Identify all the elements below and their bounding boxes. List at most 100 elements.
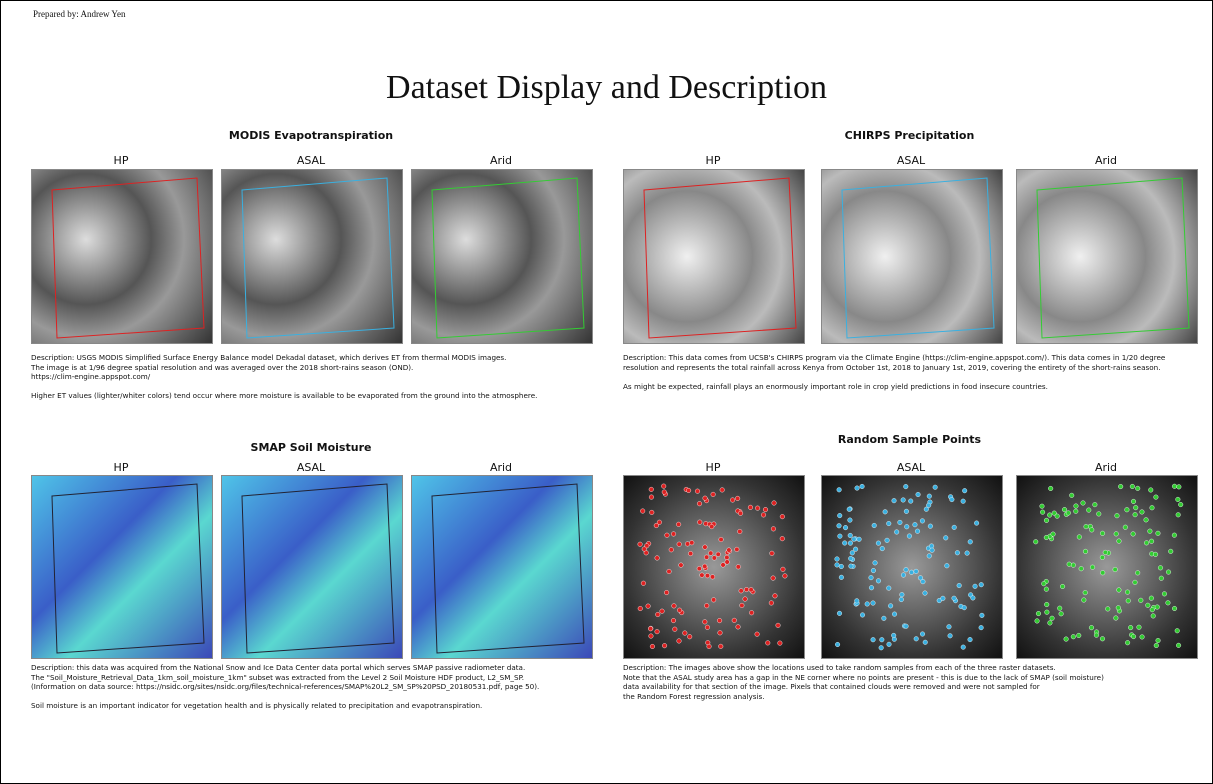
- sample-point: [1086, 508, 1091, 513]
- sample-point: [916, 492, 921, 497]
- sample-point: [1115, 513, 1120, 518]
- map-image: [221, 475, 403, 659]
- sample-point: [853, 547, 858, 552]
- sample-point: [718, 630, 723, 635]
- sample-point: [882, 616, 887, 621]
- sample-point: [709, 524, 714, 529]
- panel-title: SMAP Soil Moisture: [31, 441, 591, 454]
- sample-point: [979, 625, 984, 630]
- sample-point: [880, 637, 885, 642]
- map-overlay: [222, 170, 402, 343]
- sample-point: [879, 645, 884, 650]
- sample-point: [883, 510, 888, 515]
- sample-point: [1083, 549, 1088, 554]
- sample-point: [1130, 484, 1135, 489]
- sample-point: [711, 492, 716, 497]
- sample-point: [888, 604, 893, 609]
- sample-point: [737, 529, 742, 534]
- sample-point: [736, 625, 741, 630]
- sample-point: [1117, 539, 1122, 544]
- sample-point: [1059, 611, 1064, 616]
- sample-point: [738, 511, 743, 516]
- sample-point: [655, 556, 660, 561]
- sample-point: [904, 509, 909, 514]
- sample-point: [672, 627, 677, 632]
- sample-point: [732, 618, 737, 623]
- study-area-outline: [644, 178, 796, 338]
- sample-point: [1125, 590, 1130, 595]
- sample-point: [1055, 514, 1060, 519]
- sample-point: [849, 564, 854, 569]
- sample-point: [1071, 634, 1076, 639]
- sample-point: [677, 639, 682, 644]
- sample-point: [945, 563, 950, 568]
- sample-point: [980, 613, 985, 618]
- sample-point: [929, 544, 934, 549]
- sample-point: [679, 563, 684, 568]
- page: Prepared by: Andrew Yen Dataset Display …: [0, 0, 1213, 784]
- sample-point: [1081, 598, 1086, 603]
- sample-point: [1036, 611, 1041, 616]
- sample-point: [871, 568, 876, 573]
- sample-point: [847, 507, 852, 512]
- sample-point: [835, 557, 840, 562]
- sample-point: [655, 629, 660, 634]
- description-paragraph: Description: The images above show the l…: [623, 663, 1104, 701]
- sample-point: [914, 569, 919, 574]
- study-area-outline: [432, 484, 584, 653]
- sample-point: [763, 507, 768, 512]
- map-image: [623, 169, 805, 344]
- sample-point: [1131, 499, 1136, 504]
- sample-point: [1135, 486, 1140, 491]
- map-label: HP: [31, 154, 211, 167]
- sample-point: [1144, 518, 1149, 523]
- description-line: (Information on data source: https://nsi…: [31, 682, 539, 692]
- sample-point: [755, 506, 760, 511]
- map-image: [1016, 169, 1198, 344]
- sample-point: [669, 547, 674, 552]
- sample-point: [1118, 484, 1123, 489]
- description-paragraph: Higher ET values (lighter/whiter colors)…: [31, 391, 537, 401]
- sample-point: [901, 573, 906, 578]
- sample-point: [904, 524, 909, 529]
- sample-point: [952, 525, 957, 530]
- sample-point: [855, 486, 860, 491]
- description-line: As might be expected, rainfall plays an …: [623, 382, 1165, 392]
- sample-point: [865, 602, 870, 607]
- sample-point: [638, 606, 643, 611]
- map-label: Arid: [411, 154, 591, 167]
- sample-point: [697, 520, 702, 525]
- description-line: the Random Forest regression analysis.: [623, 692, 1104, 702]
- sample-point: [961, 645, 966, 650]
- sample-point: [971, 596, 976, 601]
- sample-point: [1114, 616, 1119, 621]
- description: Description: this data was acquired from…: [31, 663, 539, 720]
- description-line: Higher ET values (lighter/whiter colors)…: [31, 391, 537, 401]
- panel-title: MODIS Evapotranspiration: [31, 129, 591, 142]
- map-label: Arid: [1016, 154, 1196, 167]
- sample-point: [850, 551, 855, 556]
- sample-point: [913, 522, 918, 527]
- sample-point: [1155, 605, 1160, 610]
- sample-point: [1071, 563, 1076, 568]
- study-area-outline: [842, 178, 994, 338]
- sample-point: [1040, 504, 1045, 509]
- sample-point: [838, 534, 843, 539]
- map-image: [221, 169, 403, 344]
- sample-point: [1069, 493, 1074, 498]
- panel-title: Random Sample Points: [623, 433, 1196, 446]
- sample-point: [703, 620, 708, 625]
- map-overlay: [1017, 170, 1197, 343]
- sample-point: [961, 499, 966, 504]
- sample-point: [837, 513, 842, 518]
- map-image: [821, 169, 1003, 344]
- sample-point: [903, 484, 908, 489]
- sample-point: [778, 641, 783, 646]
- sample-point: [676, 522, 681, 527]
- sample-point: [739, 588, 744, 593]
- map-overlay: [624, 476, 804, 658]
- sample-point: [837, 523, 842, 528]
- sample-point: [848, 533, 853, 538]
- sample-point: [662, 490, 667, 495]
- description-line: https://clim-engine.appspot.com/: [31, 372, 537, 382]
